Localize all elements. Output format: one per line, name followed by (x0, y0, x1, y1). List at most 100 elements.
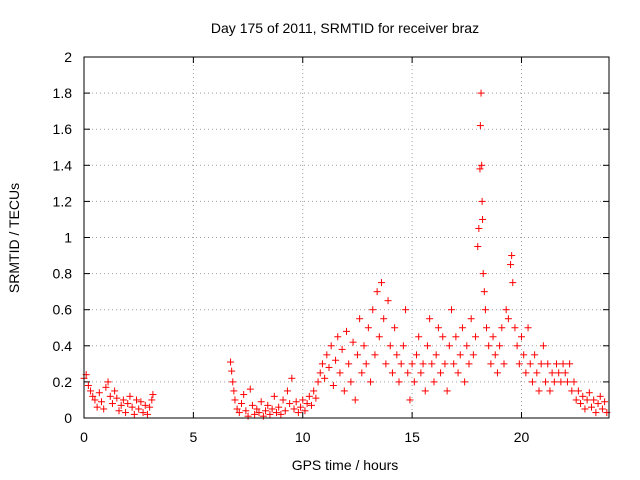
data-point (528, 378, 536, 386)
data-point (141, 401, 149, 409)
data-point (533, 369, 541, 377)
data-point (581, 405, 589, 413)
data-point (228, 367, 236, 375)
data-point (557, 378, 565, 386)
data-point (371, 351, 379, 359)
data-point (262, 407, 270, 415)
x-tick-label: 20 (514, 429, 530, 445)
data-point (518, 333, 525, 341)
data-point (463, 342, 471, 350)
data-point (380, 315, 388, 323)
data-point (452, 333, 460, 341)
data-point (128, 403, 136, 411)
data-point (531, 351, 539, 359)
y-tick-label: 0.6 (53, 302, 73, 318)
data-point (408, 360, 416, 368)
data-point (391, 324, 399, 332)
data-point (419, 360, 427, 368)
data-point (590, 396, 598, 404)
data-point (561, 369, 569, 377)
data-point (430, 378, 438, 386)
data-point (102, 383, 110, 391)
data-point (283, 387, 291, 395)
data-point (410, 378, 418, 386)
data-point (426, 315, 434, 323)
data-point (146, 403, 154, 411)
data-point (294, 409, 302, 417)
data-point (115, 407, 123, 415)
data-point (515, 360, 523, 368)
data-point (479, 270, 487, 278)
data-point (353, 351, 361, 359)
data-point (264, 401, 272, 409)
data-point (399, 342, 407, 350)
data-point (443, 387, 451, 395)
data-point (133, 396, 140, 404)
data-point (601, 398, 609, 406)
data-point (301, 407, 309, 415)
data-point (108, 400, 116, 408)
data-point (596, 392, 604, 400)
data-point (522, 369, 530, 377)
data-point (240, 391, 248, 399)
data-point (574, 387, 582, 395)
data-point (369, 306, 377, 314)
data-point (321, 374, 329, 382)
data-point (130, 410, 138, 418)
data-point (481, 306, 489, 314)
data-point (485, 342, 493, 350)
data-point (598, 405, 606, 413)
x-tick-label: 0 (80, 429, 88, 445)
y-tick-label: 1 (64, 230, 72, 246)
data-point (111, 387, 119, 395)
data-point (474, 243, 482, 251)
data-point (84, 382, 92, 390)
data-point (238, 400, 245, 408)
data-point (312, 394, 320, 402)
data-point (489, 333, 497, 341)
data-point (526, 360, 534, 368)
data-point (351, 396, 359, 404)
data-point (231, 396, 239, 404)
data-point (126, 392, 134, 400)
data-point (450, 360, 458, 368)
data-point (308, 401, 315, 409)
data-point (375, 333, 383, 341)
data-point (251, 410, 259, 418)
data-point (566, 360, 574, 368)
data-point (314, 378, 322, 386)
data-point (511, 324, 519, 332)
data-point (104, 378, 112, 386)
data-point (559, 360, 567, 368)
data-point (288, 374, 296, 382)
y-tick-label: 0.4 (53, 338, 73, 354)
data-point (87, 387, 95, 395)
data-point (292, 398, 300, 406)
data-point (275, 403, 283, 411)
data-point (148, 396, 156, 404)
data-point (524, 324, 532, 332)
data-points (80, 89, 611, 420)
data-point (248, 401, 256, 409)
data-point (227, 358, 235, 366)
data-point (550, 378, 558, 386)
data-point (448, 306, 455, 314)
data-point (432, 351, 440, 359)
data-point (349, 338, 357, 346)
y-tick-label: 2 (64, 49, 72, 65)
data-point (513, 342, 521, 350)
data-point (384, 297, 392, 305)
data-point (233, 405, 241, 413)
data-point (336, 369, 344, 377)
data-point (310, 387, 318, 395)
x-tick-label: 5 (189, 429, 197, 445)
data-point (89, 392, 97, 400)
data-point (139, 409, 147, 417)
data-point (119, 396, 127, 404)
data-point (413, 351, 420, 359)
data-point (520, 351, 528, 359)
data-point (415, 333, 423, 341)
data-point (454, 369, 462, 377)
data-point (297, 403, 305, 411)
